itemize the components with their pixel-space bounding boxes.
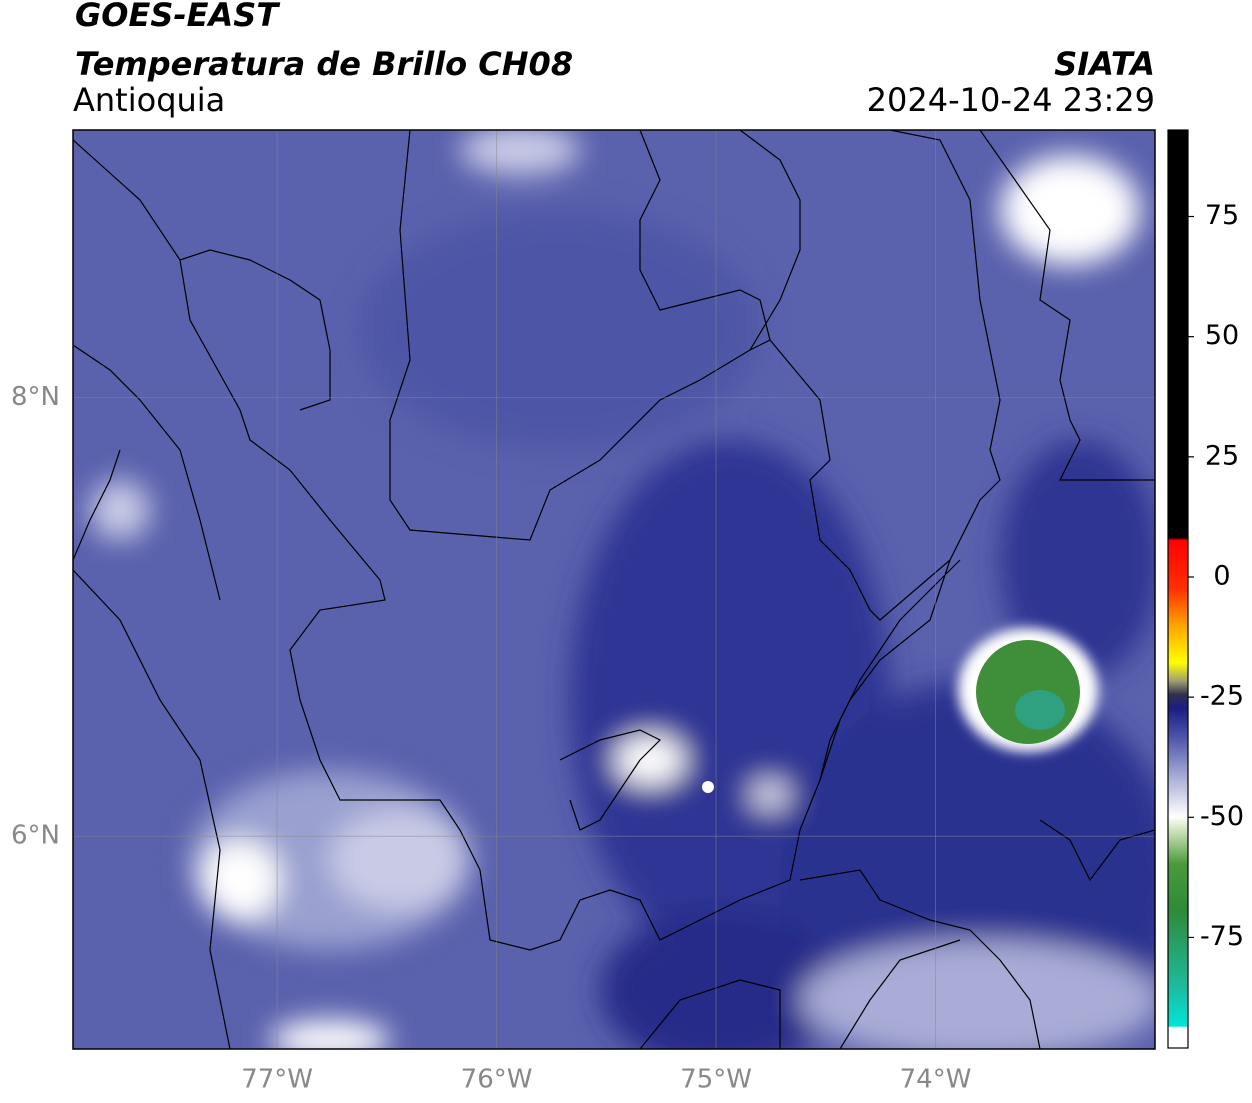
colorbar-tick-label: 0: [1213, 560, 1230, 591]
map-frame: [72, 129, 1156, 1050]
region: Antioquia: [73, 81, 225, 119]
colorbar-tick-label: -75: [1200, 921, 1244, 952]
y-tick-label: 8°N: [11, 382, 60, 412]
y-tick-label: 6°N: [11, 821, 60, 851]
x-tick-label: 77°W: [241, 1065, 313, 1095]
colorbar-tick-label: -25: [1200, 681, 1244, 712]
map-image: [73, 130, 1155, 1049]
colorbar-tick-label: -50: [1200, 801, 1244, 832]
colorbar: [1167, 129, 1189, 1049]
x-tick-label: 75°W: [680, 1065, 752, 1095]
colorbar-tick-label: 50: [1205, 320, 1239, 351]
graticule: 77°W 76°W 75°W 74°W 6°N 8°N: [11, 130, 1155, 1095]
subtitle: Temperatura de Brillo CH08: [75, 45, 573, 83]
title: GOES-EAST: [75, 0, 280, 34]
colorbar-tick-label: 25: [1205, 440, 1239, 471]
source: SIATA: [1054, 45, 1155, 83]
datetime: 2024-10-24 23:29: [867, 81, 1155, 119]
colorbar-ticks: 75 50 25 0 -25 -50 -75: [1188, 200, 1244, 952]
x-tick-label: 74°W: [900, 1065, 972, 1095]
x-tick-label: 76°W: [461, 1065, 533, 1095]
colorbar-tick-label: 75: [1205, 200, 1239, 231]
